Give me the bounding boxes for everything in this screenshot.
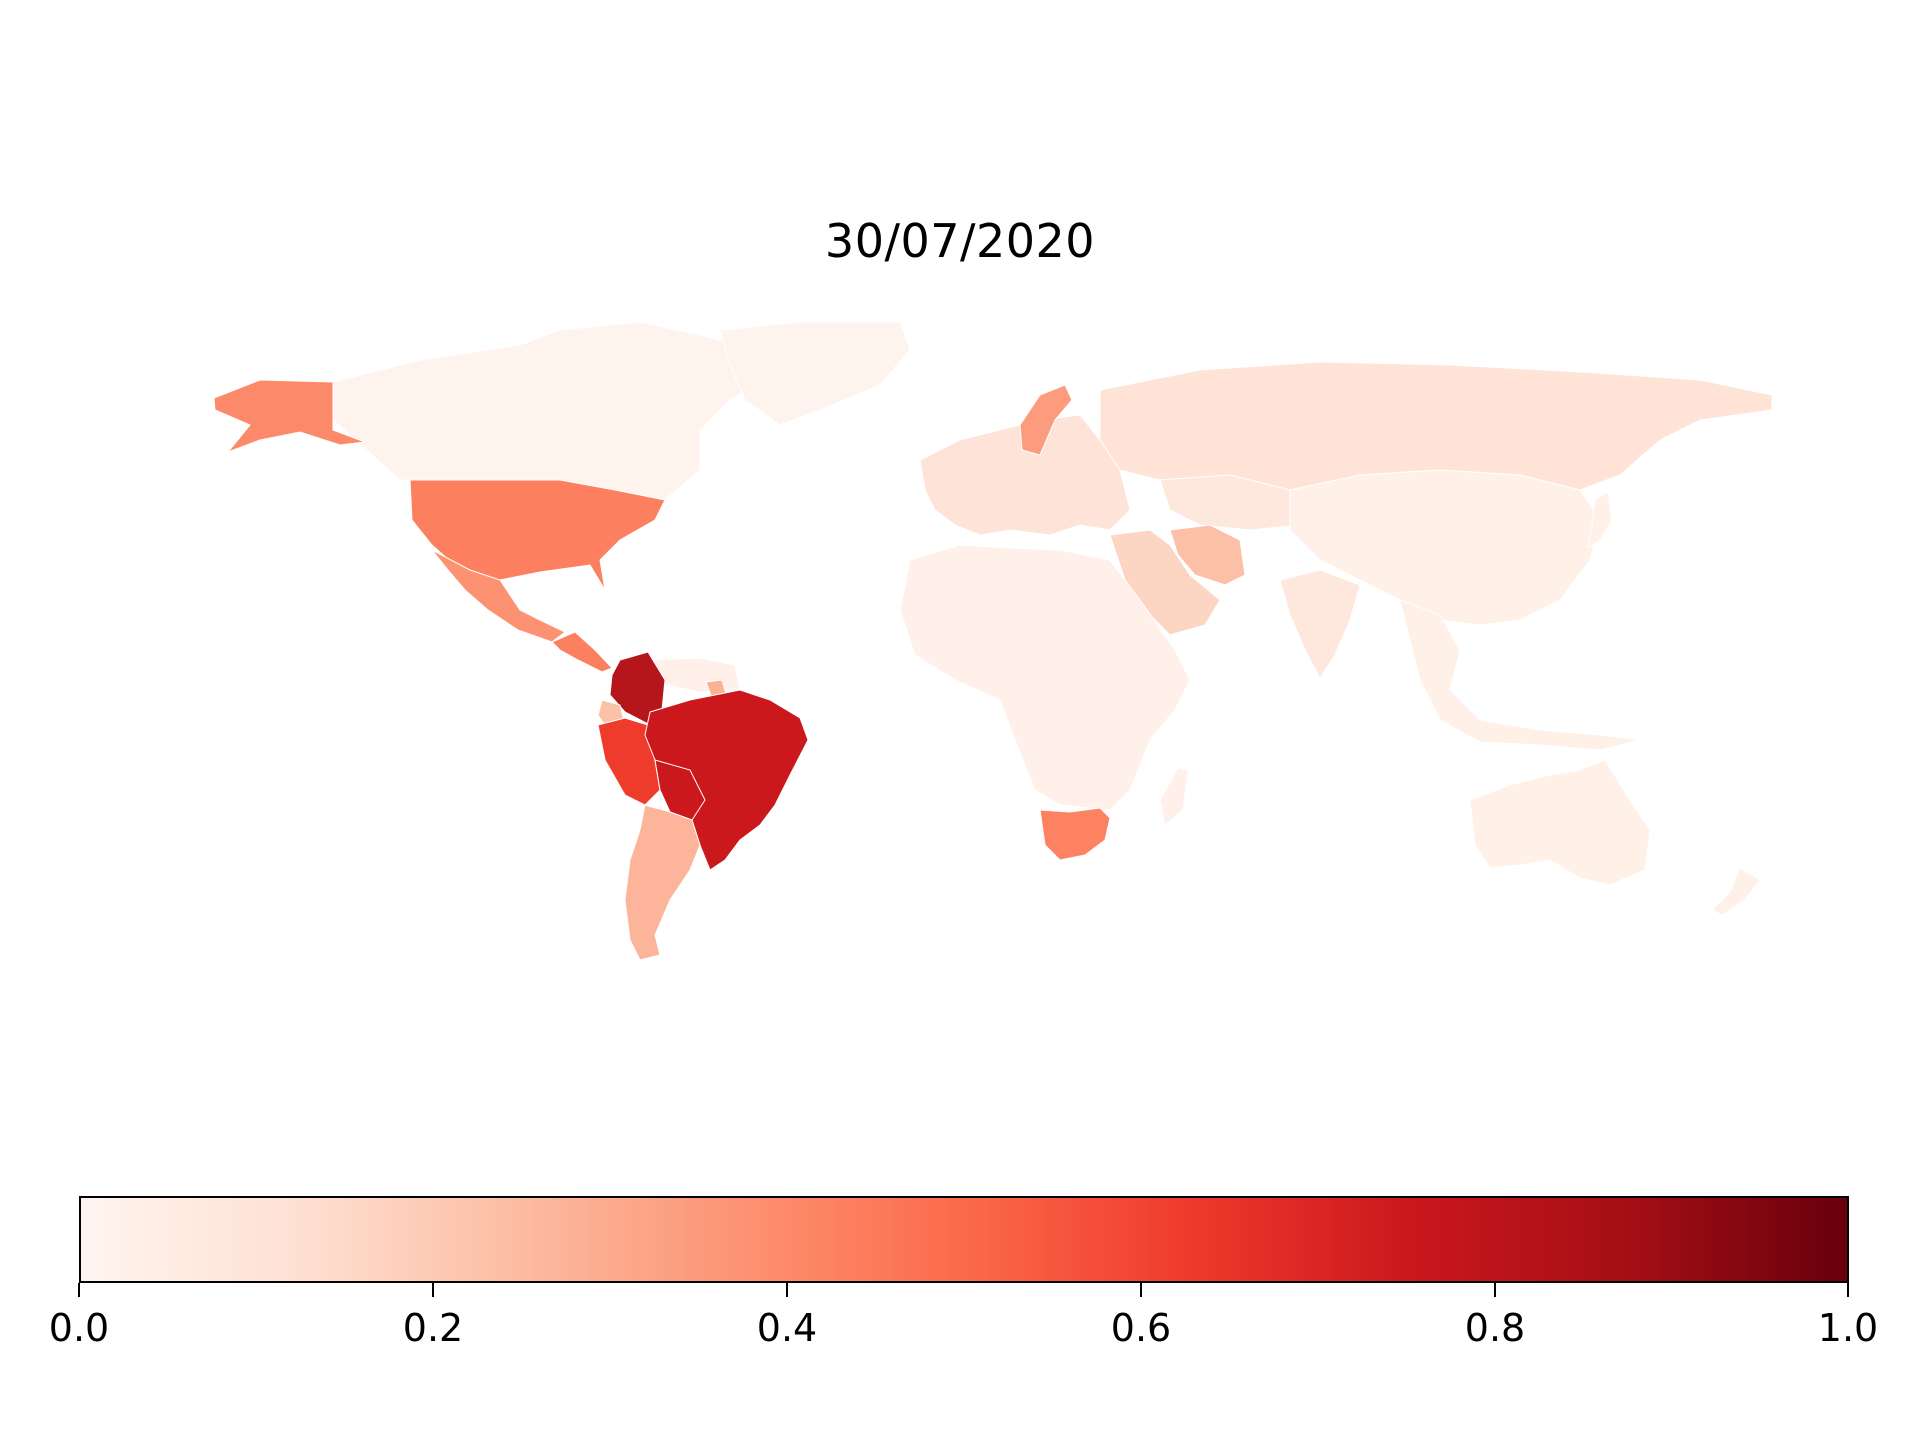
region-mexico xyxy=(431,549,566,643)
region-africa xyxy=(899,544,1191,811)
region-argentina xyxy=(624,804,701,961)
map-title: 30/07/2020 xyxy=(824,214,1096,268)
colorbar-tick xyxy=(1140,1283,1142,1297)
region-south-africa xyxy=(1039,807,1111,861)
colorbar-tick-label: 0.8 xyxy=(1464,1306,1526,1350)
colorbar-tick xyxy=(1847,1283,1849,1297)
colorbar-tick-label: 0.2 xyxy=(402,1306,464,1350)
world-choropleth-map xyxy=(213,321,1773,961)
region-scandinavia xyxy=(1019,384,1073,456)
region-alaska xyxy=(213,379,366,454)
colorbar-tick-label: 0.0 xyxy=(48,1306,110,1350)
region-canada xyxy=(332,321,781,501)
colorbar-tick xyxy=(786,1283,788,1297)
colorbar-tick-label: 0.4 xyxy=(756,1306,818,1350)
colorbar-tick xyxy=(432,1283,434,1297)
region-asia xyxy=(1289,469,1601,626)
colorbar-tick xyxy=(78,1283,80,1297)
colorbar xyxy=(79,1196,1849,1283)
region-iran xyxy=(1169,524,1246,586)
region-new-zealand xyxy=(1711,867,1761,916)
region-southeast-asia xyxy=(1399,599,1641,751)
region-usa xyxy=(409,479,666,591)
region-greenland xyxy=(719,321,911,426)
region-india xyxy=(1279,569,1361,679)
colorbar-tick-label: 0.6 xyxy=(1110,1306,1172,1350)
region-central-america xyxy=(551,631,613,673)
region-japan xyxy=(1587,491,1613,550)
region-australia xyxy=(1469,759,1651,886)
colorbar-tick-label: 1.0 xyxy=(1817,1306,1879,1350)
colorbar-tick xyxy=(1494,1283,1496,1297)
region-madagascar xyxy=(1159,767,1189,826)
